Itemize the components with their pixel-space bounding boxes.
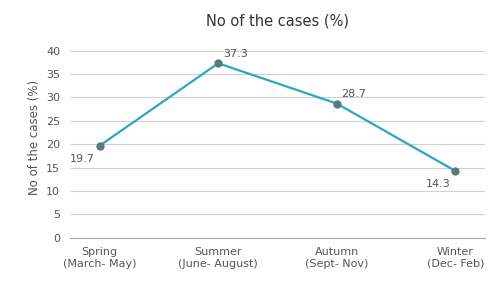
Text: 19.7: 19.7 <box>70 154 95 164</box>
Y-axis label: No of the cases (%): No of the cases (%) <box>28 80 40 195</box>
Text: 14.3: 14.3 <box>426 179 450 189</box>
Title: No of the cases (%): No of the cases (%) <box>206 13 349 28</box>
Text: 37.3: 37.3 <box>223 48 248 59</box>
Text: 28.7: 28.7 <box>342 89 366 99</box>
